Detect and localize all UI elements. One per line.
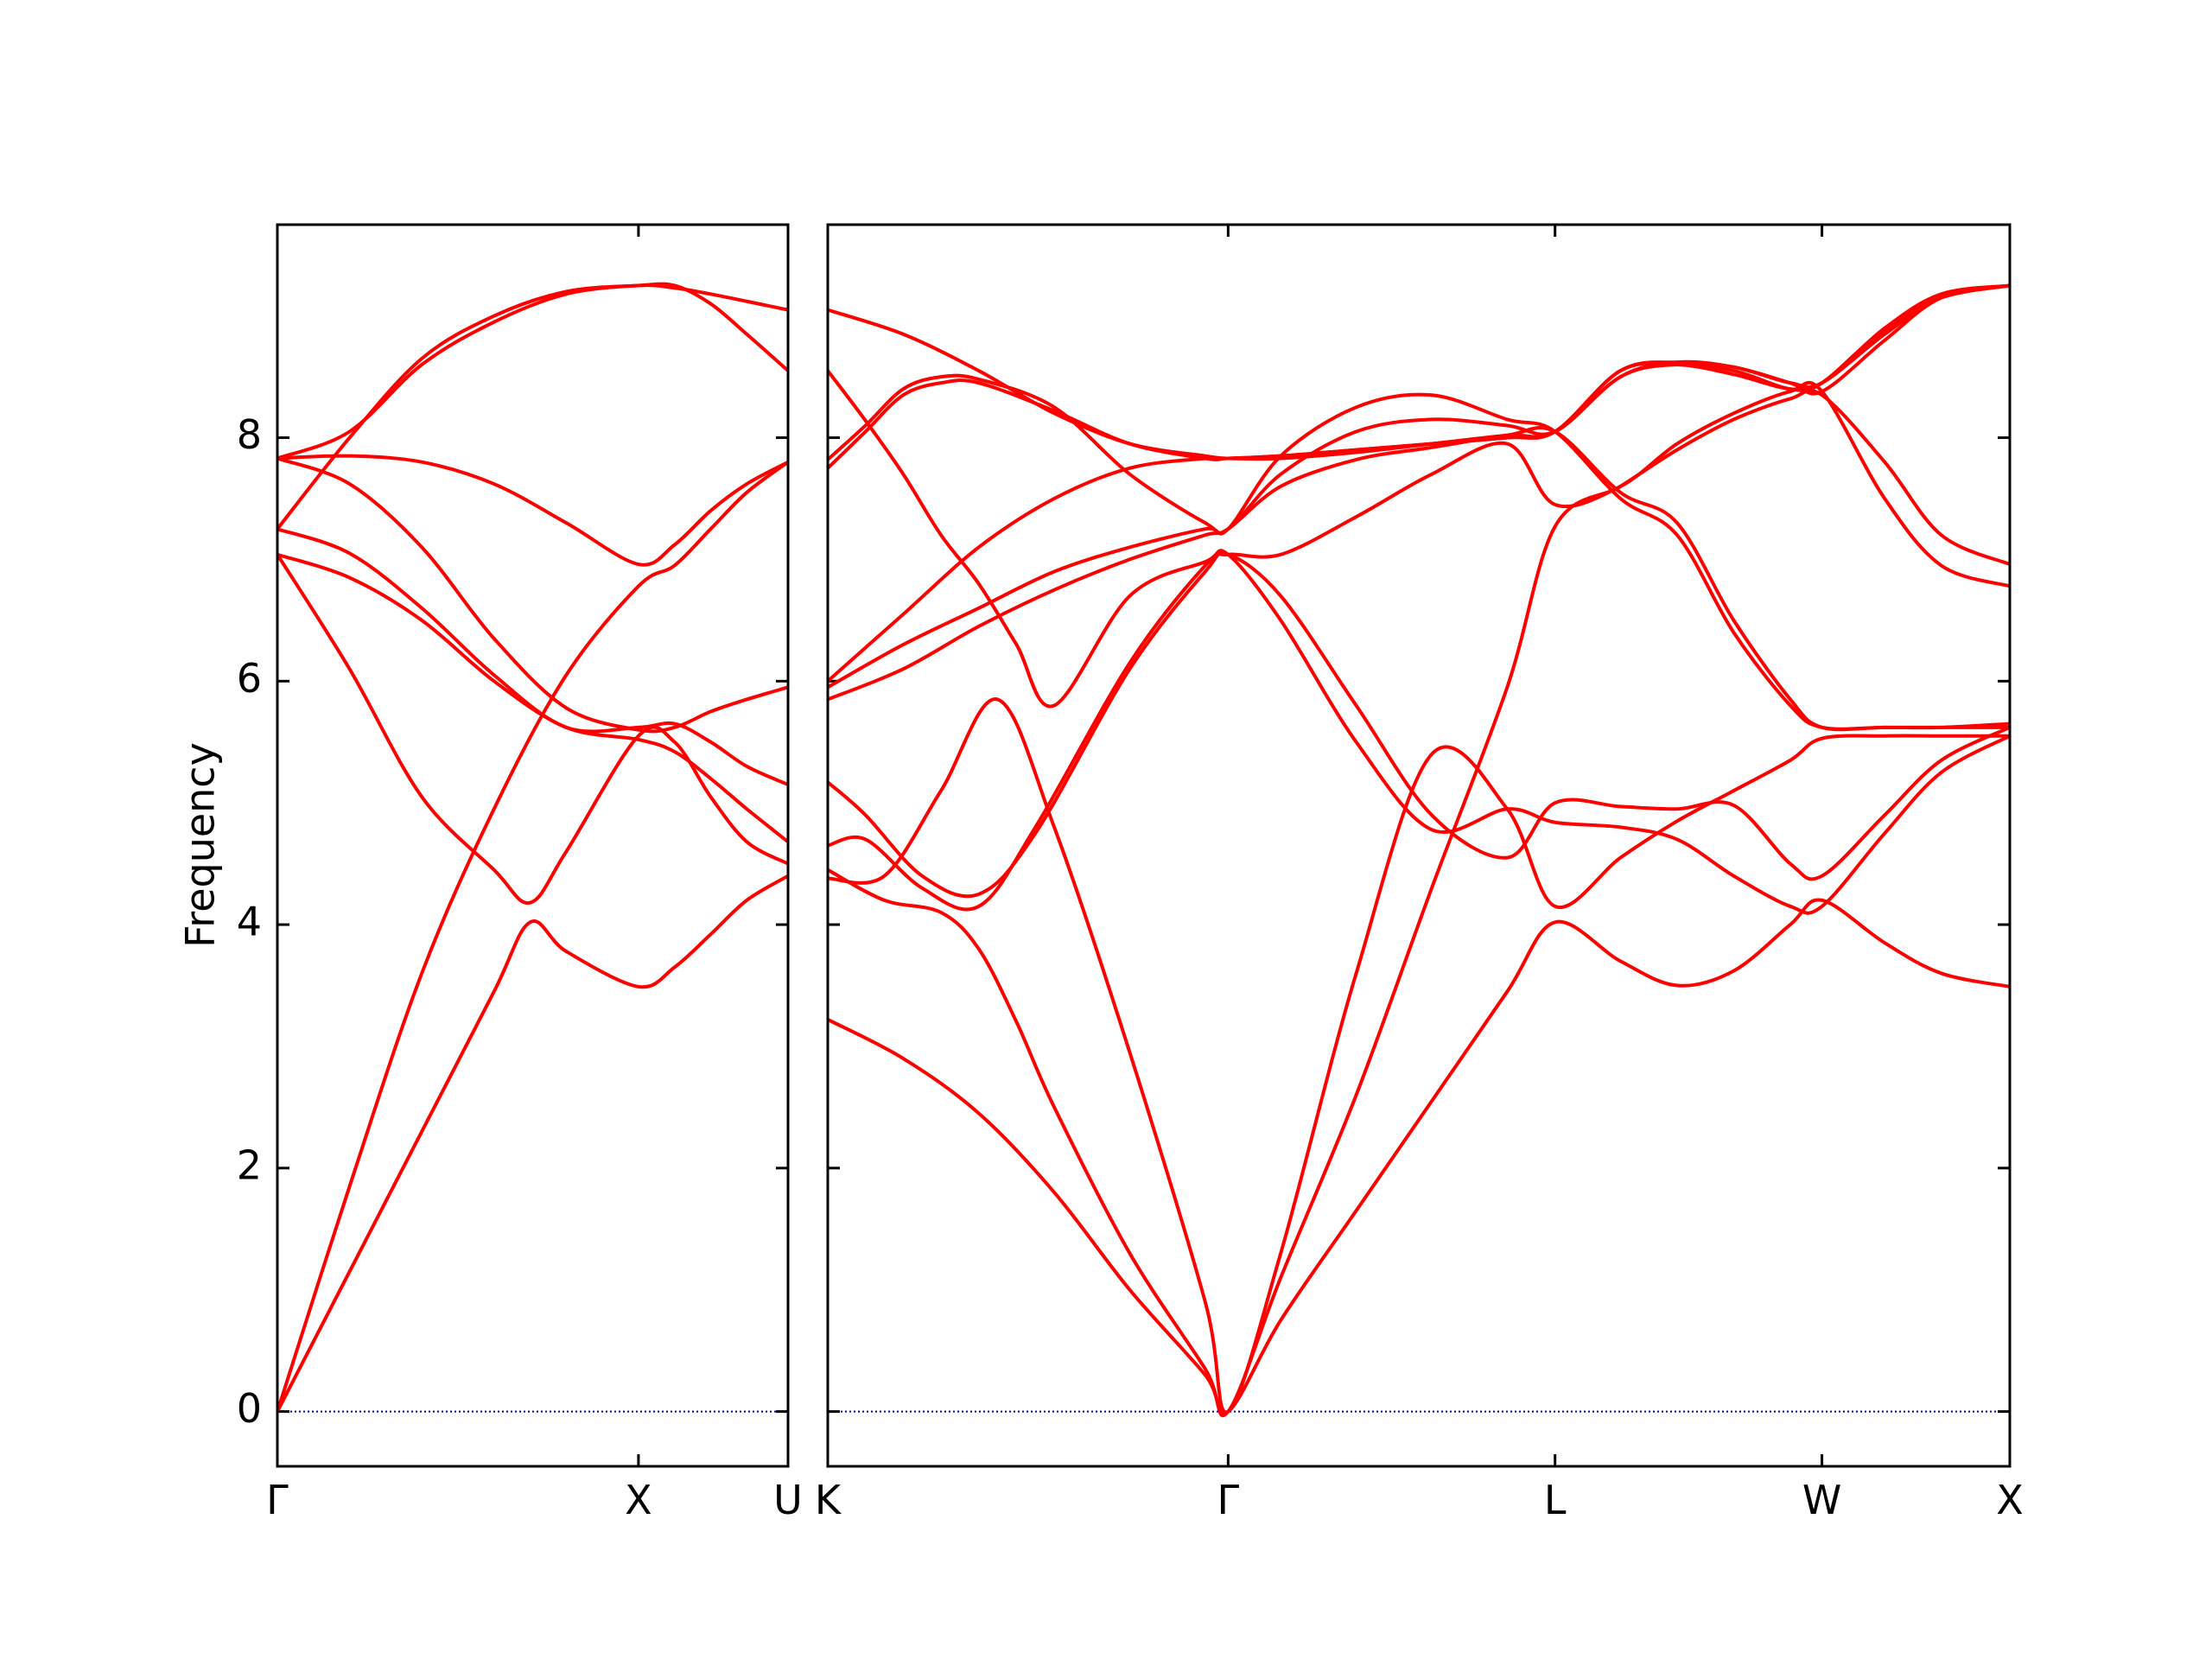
band-line-right-3 [828, 697, 2010, 1414]
band-line-left-1 [277, 874, 788, 1414]
band-line-left-9 [277, 283, 788, 461]
band-line-left-6 [277, 456, 788, 734]
band-line-right-6 [828, 380, 2010, 912]
xtick-label: U [773, 1477, 803, 1523]
panel-left: 0 2 4 6 8 Γ X U [237, 223, 803, 1523]
band-line-left-3 [277, 552, 788, 906]
band-line-left-8 [277, 282, 788, 531]
y-axis-title: Frequency [177, 742, 224, 948]
band-line-left-2 [277, 460, 788, 1414]
xtick-label: K [815, 1477, 842, 1523]
band-line-right-7 [828, 426, 2010, 732]
band-line-right-5 [828, 550, 2010, 899]
band-line-right-2 [828, 388, 2010, 1418]
ytick-label: 2 [237, 1141, 262, 1188]
band-line-left-5 [277, 527, 788, 787]
band-line-right-9 [828, 283, 2010, 683]
band-line-right-4 [828, 369, 2010, 915]
xtick-label: X [625, 1477, 652, 1523]
ytick-label: 6 [237, 655, 262, 702]
xtick-label: L [1544, 1477, 1567, 1523]
ytick-label: 8 [237, 411, 262, 458]
ytick-label: 4 [237, 899, 262, 945]
xtick-label: Γ [266, 1477, 289, 1523]
band-line-right-12 [828, 283, 2010, 461]
xtick-label: X [1996, 1477, 2024, 1523]
band-line-right-8 [828, 392, 2010, 731]
band-line-right-1 [828, 898, 2010, 1415]
ytick-label: 0 [237, 1385, 262, 1432]
xtick-label: Γ [1217, 1477, 1240, 1523]
band-line-left-7 [277, 454, 788, 567]
panel-left-frame [276, 223, 790, 1468]
xtick-label: W [1802, 1477, 1841, 1523]
panel-right-frame [826, 223, 2012, 1468]
